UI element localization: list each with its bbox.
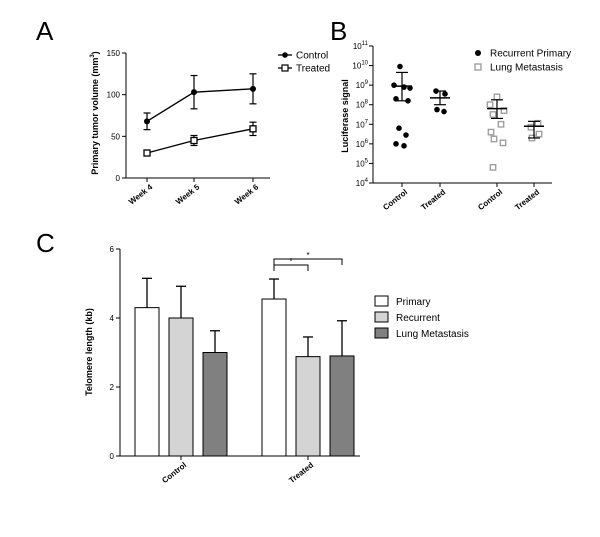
panel-b-point-lung-metastasis (527, 123, 535, 131)
panel-a-y-axis-label: Primary tumor volume (mm3) (90, 51, 100, 174)
panel-b-point-lung-metastasis (493, 93, 501, 101)
panel-a-point-treated (143, 149, 151, 157)
panel-a-legend-marker (282, 52, 288, 58)
panel-c-legend-label: Primary (396, 297, 430, 308)
panel-c-y-tick-label: 6 (110, 245, 115, 254)
panel-c-y-tick-label: 4 (110, 314, 115, 323)
panel-a-legend-label: Treated (296, 64, 330, 75)
panel-c-significance-bracket (273, 258, 343, 265)
panel-c-y-tick-label: 2 (110, 383, 115, 392)
panel-a-y-tick-label: 150 (107, 49, 121, 58)
panel-c-legend-swatch (374, 311, 389, 323)
panel-a-legend-marker (281, 64, 289, 72)
panel-c-bar-primary (134, 307, 160, 457)
panel-c-y-axis-label: Telomere length (kb) (84, 308, 94, 396)
panel-a-y-tick-label: 50 (111, 132, 120, 141)
panel-b-y-tick-label: 106 (356, 139, 369, 149)
panel-a-y-tick-label: 100 (107, 91, 121, 100)
panel-b-legend-label: Recurrent Primary (490, 49, 571, 60)
panel-b-y-tick-label: 105 (356, 158, 369, 168)
panel-letter-b: B (330, 16, 347, 46)
panel-b-point-lung-metastasis (535, 130, 543, 138)
panel-c-legend-label: Recurrent (396, 313, 440, 324)
panel-b-y-tick-label: 108 (356, 100, 369, 110)
panel-a-series-line-treated (146, 128, 254, 154)
panel-b-point-recurrent-primary (434, 106, 440, 113)
panel-c-legend-swatch (374, 327, 389, 339)
panel-b-legend-marker (475, 50, 481, 56)
panel-c-y-tick-label: 0 (110, 452, 115, 461)
panel-b-legend-label: Lung Metastasis (490, 63, 563, 74)
panel-c-bar-primary (261, 298, 287, 457)
panel-c-bar-chart: Telomere length (kb) 0 2 4 6 Control Treated *… (84, 245, 469, 485)
panel-a-y-tick-label: 0 (116, 174, 121, 183)
panel-b-y-tick-label: 107 (356, 119, 369, 129)
panel-letter-c: C (36, 228, 55, 258)
panel-b-point-recurrent-primary (401, 143, 407, 149)
panel-c-bar-lung-metastasis (329, 355, 355, 457)
panel-b-point-lung-metastasis (489, 163, 497, 171)
panel-a-point-treated (249, 125, 257, 133)
panel-a-x-tick-label: Week 6 (233, 182, 261, 206)
panel-b-y-tick-label: 1011 (353, 41, 369, 51)
panel-a-point-control (144, 118, 150, 125)
panel-b-y-axis-label: Luciferase signal (340, 79, 350, 153)
panel-a-line-chart: Primary tumor volume (mm3) 0 50 100 150 Week… (90, 49, 330, 206)
panel-c-legend-label: Lung Metastasis (396, 329, 469, 340)
panel-b-scatter-chart: Luciferase signal 104 105 106 107 108 109 1010… (340, 41, 571, 212)
panel-a-x-tick-label: Week 5 (174, 182, 202, 206)
panel-c-bar-recurrent (168, 317, 194, 457)
panel-c-legend-swatch (374, 295, 389, 307)
panel-c-bar-recurrent (295, 356, 321, 457)
panel-a-point-control (191, 89, 197, 96)
panel-b-point-recurrent-primary (397, 63, 403, 70)
panel-b-point-recurrent-primary (396, 125, 402, 131)
panel-c-significance-bracket (273, 264, 309, 271)
panel-b-point-recurrent-primary (391, 82, 397, 88)
panel-c-significance-star: * (306, 251, 309, 260)
panel-b-x-tick-label: Treated (513, 187, 541, 212)
panel-b-y-tick-label: 109 (356, 80, 369, 90)
panel-a-legend-label: Control (296, 51, 328, 62)
panel-letter-a: A (36, 16, 54, 46)
panel-b-point-lung-metastasis (500, 107, 508, 114)
panel-b-point-lung-metastasis (490, 135, 498, 143)
panel-b-point-recurrent-primary (403, 132, 409, 138)
panel-a-point-control (250, 85, 256, 92)
panel-b-legend-marker (474, 63, 482, 71)
panel-b-point-recurrent-primary (393, 141, 399, 147)
panel-c-x-tick-label: Treated (287, 460, 315, 485)
panel-c-bar-lung-metastasis (202, 352, 228, 457)
panel-b-x-tick-label: Control (476, 187, 504, 212)
panel-b-point-lung-metastasis (487, 128, 495, 136)
panel-a-x-tick-label: Week 4 (127, 182, 155, 206)
panel-b-y-tick-label: 104 (356, 178, 369, 188)
panel-b-point-lung-metastasis (497, 120, 505, 128)
panel-b-y-tick-label: 1010 (352, 61, 368, 71)
panel-a-point-treated (190, 136, 198, 145)
panel-c-significance-star: * (289, 257, 292, 266)
panel-b-point-lung-metastasis (499, 139, 507, 147)
panel-b-point-lung-metastasis (489, 111, 497, 118)
panel-c-x-tick-label: Control (160, 460, 188, 485)
panel-a-series-line-control (146, 88, 254, 122)
panel-b-point-recurrent-primary (442, 91, 448, 97)
panel-b-x-tick-label: Treated (419, 187, 447, 212)
panel-b-x-tick-label: Control (381, 187, 409, 212)
panel-b-point-recurrent-primary (441, 108, 447, 115)
panel-b-point-lung-metastasis (486, 101, 494, 109)
